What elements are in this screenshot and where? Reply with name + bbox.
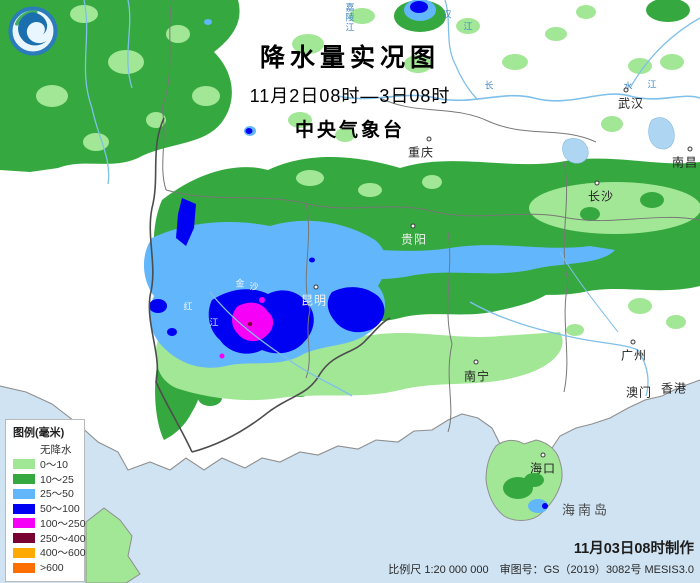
city-label: 南宁 bbox=[463, 369, 491, 384]
rain-level5-layer bbox=[219, 297, 274, 359]
river-label: 江 bbox=[647, 79, 657, 90]
legend-swatch bbox=[13, 518, 35, 529]
legend-label: 10～25 bbox=[40, 473, 74, 486]
rain-level6-dot bbox=[247, 321, 253, 327]
river-label: 水 bbox=[623, 81, 633, 92]
legend-swatch bbox=[13, 459, 35, 470]
city-marker-dot bbox=[630, 339, 636, 345]
sea-layer bbox=[0, 379, 700, 583]
legend-label: 无降水 bbox=[40, 443, 72, 456]
city-label: 澳门 bbox=[625, 385, 653, 400]
city-marker-dot bbox=[410, 223, 416, 229]
city-label: 昆明 bbox=[300, 293, 328, 308]
legend-label: 400～600 bbox=[40, 547, 86, 560]
logo-swirl bbox=[18, 12, 48, 46]
legend-label: 0～10 bbox=[40, 458, 69, 471]
city-marker-dot bbox=[313, 284, 319, 290]
hainan-island bbox=[485, 439, 563, 521]
river-label: 长 bbox=[484, 80, 494, 91]
river-label: 嘉 bbox=[345, 2, 355, 13]
river-label: 江 bbox=[463, 21, 473, 32]
legend-swatch bbox=[13, 503, 35, 514]
river-label: 汉 bbox=[442, 9, 452, 20]
city-marker-dot bbox=[473, 359, 479, 365]
legend-swatch bbox=[13, 533, 35, 544]
region-label: 海南岛 bbox=[561, 502, 611, 518]
legend-title: 图例(毫米) bbox=[13, 427, 65, 439]
rivers bbox=[83, 0, 700, 397]
legend-label: 250～400 bbox=[40, 532, 86, 545]
city-label: 香港 bbox=[660, 381, 688, 396]
legend-item-3: 25～50 bbox=[13, 486, 84, 501]
legend-swatch bbox=[13, 562, 35, 573]
river-label: 金 bbox=[235, 278, 245, 289]
legend-swatch bbox=[13, 473, 35, 484]
cma-logo bbox=[8, 6, 58, 56]
production-time: 11月03日08时制作 bbox=[573, 541, 694, 557]
province-borders bbox=[161, 0, 700, 433]
river-label: 陵 bbox=[345, 12, 355, 23]
legend-panel: 图例(毫米) 无降水 0～10 10～25 25～50 50～100 100～250 250… bbox=[5, 419, 86, 583]
legend-label: 100～250 bbox=[40, 517, 86, 530]
legend-item-2: 10～25 bbox=[13, 472, 84, 487]
city-marker-dot bbox=[594, 180, 600, 186]
river-label: 沙 bbox=[249, 281, 259, 292]
legend-item-7: 400～600 bbox=[13, 546, 86, 561]
city-label: 重庆 bbox=[407, 145, 435, 160]
city-label: 贵阳 bbox=[400, 232, 428, 247]
legend-label: 25～50 bbox=[40, 488, 74, 501]
legend-item-6: 250～400 bbox=[13, 531, 86, 546]
dongting-lake bbox=[562, 138, 589, 164]
rain-level1-layer bbox=[14, 5, 700, 401]
city-marker-dot bbox=[540, 452, 546, 458]
legend-label: >600 bbox=[40, 561, 64, 574]
river-label: 红 bbox=[183, 301, 193, 312]
city-label: 广州 bbox=[620, 348, 648, 363]
city-label: 南昌 bbox=[671, 155, 699, 170]
city-label: 长沙 bbox=[587, 189, 615, 204]
legend-item-5: 100～250 bbox=[13, 516, 86, 531]
river-label: 江 bbox=[345, 22, 355, 33]
legend-swatch bbox=[13, 488, 35, 499]
credits-block: 11月03日08时制作 比例尺 1:20 000 000 审图号：GS（2019… bbox=[388, 537, 694, 577]
legend-item-4: 50～100 bbox=[13, 501, 84, 516]
city-marker-dot bbox=[687, 146, 693, 152]
poyang-lake bbox=[648, 117, 675, 150]
city-label: 海口 bbox=[529, 461, 557, 476]
city-marker-dot bbox=[623, 87, 629, 93]
legend-item-1: 0～10 bbox=[13, 457, 84, 472]
legend-swatch bbox=[13, 547, 35, 558]
river-label: 江 bbox=[209, 317, 219, 328]
scale-and-approval: 比例尺 1:20 000 000 审图号：GS（2019）3082号 MESIS… bbox=[388, 564, 694, 576]
city-marker-dot bbox=[426, 136, 432, 142]
city-label: 武汉 bbox=[617, 96, 645, 111]
legend-rows: 无降水 0～10 10～25 25～50 50～100 100～250 250～400 400… bbox=[13, 442, 86, 575]
legend-label: 50～100 bbox=[40, 503, 80, 516]
legend-item-0: 无降水 bbox=[13, 442, 84, 457]
legend-item-8: >600 bbox=[13, 560, 84, 575]
national-border bbox=[148, 117, 391, 453]
vietnam-coast bbox=[85, 507, 141, 583]
logo-green-arc bbox=[15, 10, 38, 26]
